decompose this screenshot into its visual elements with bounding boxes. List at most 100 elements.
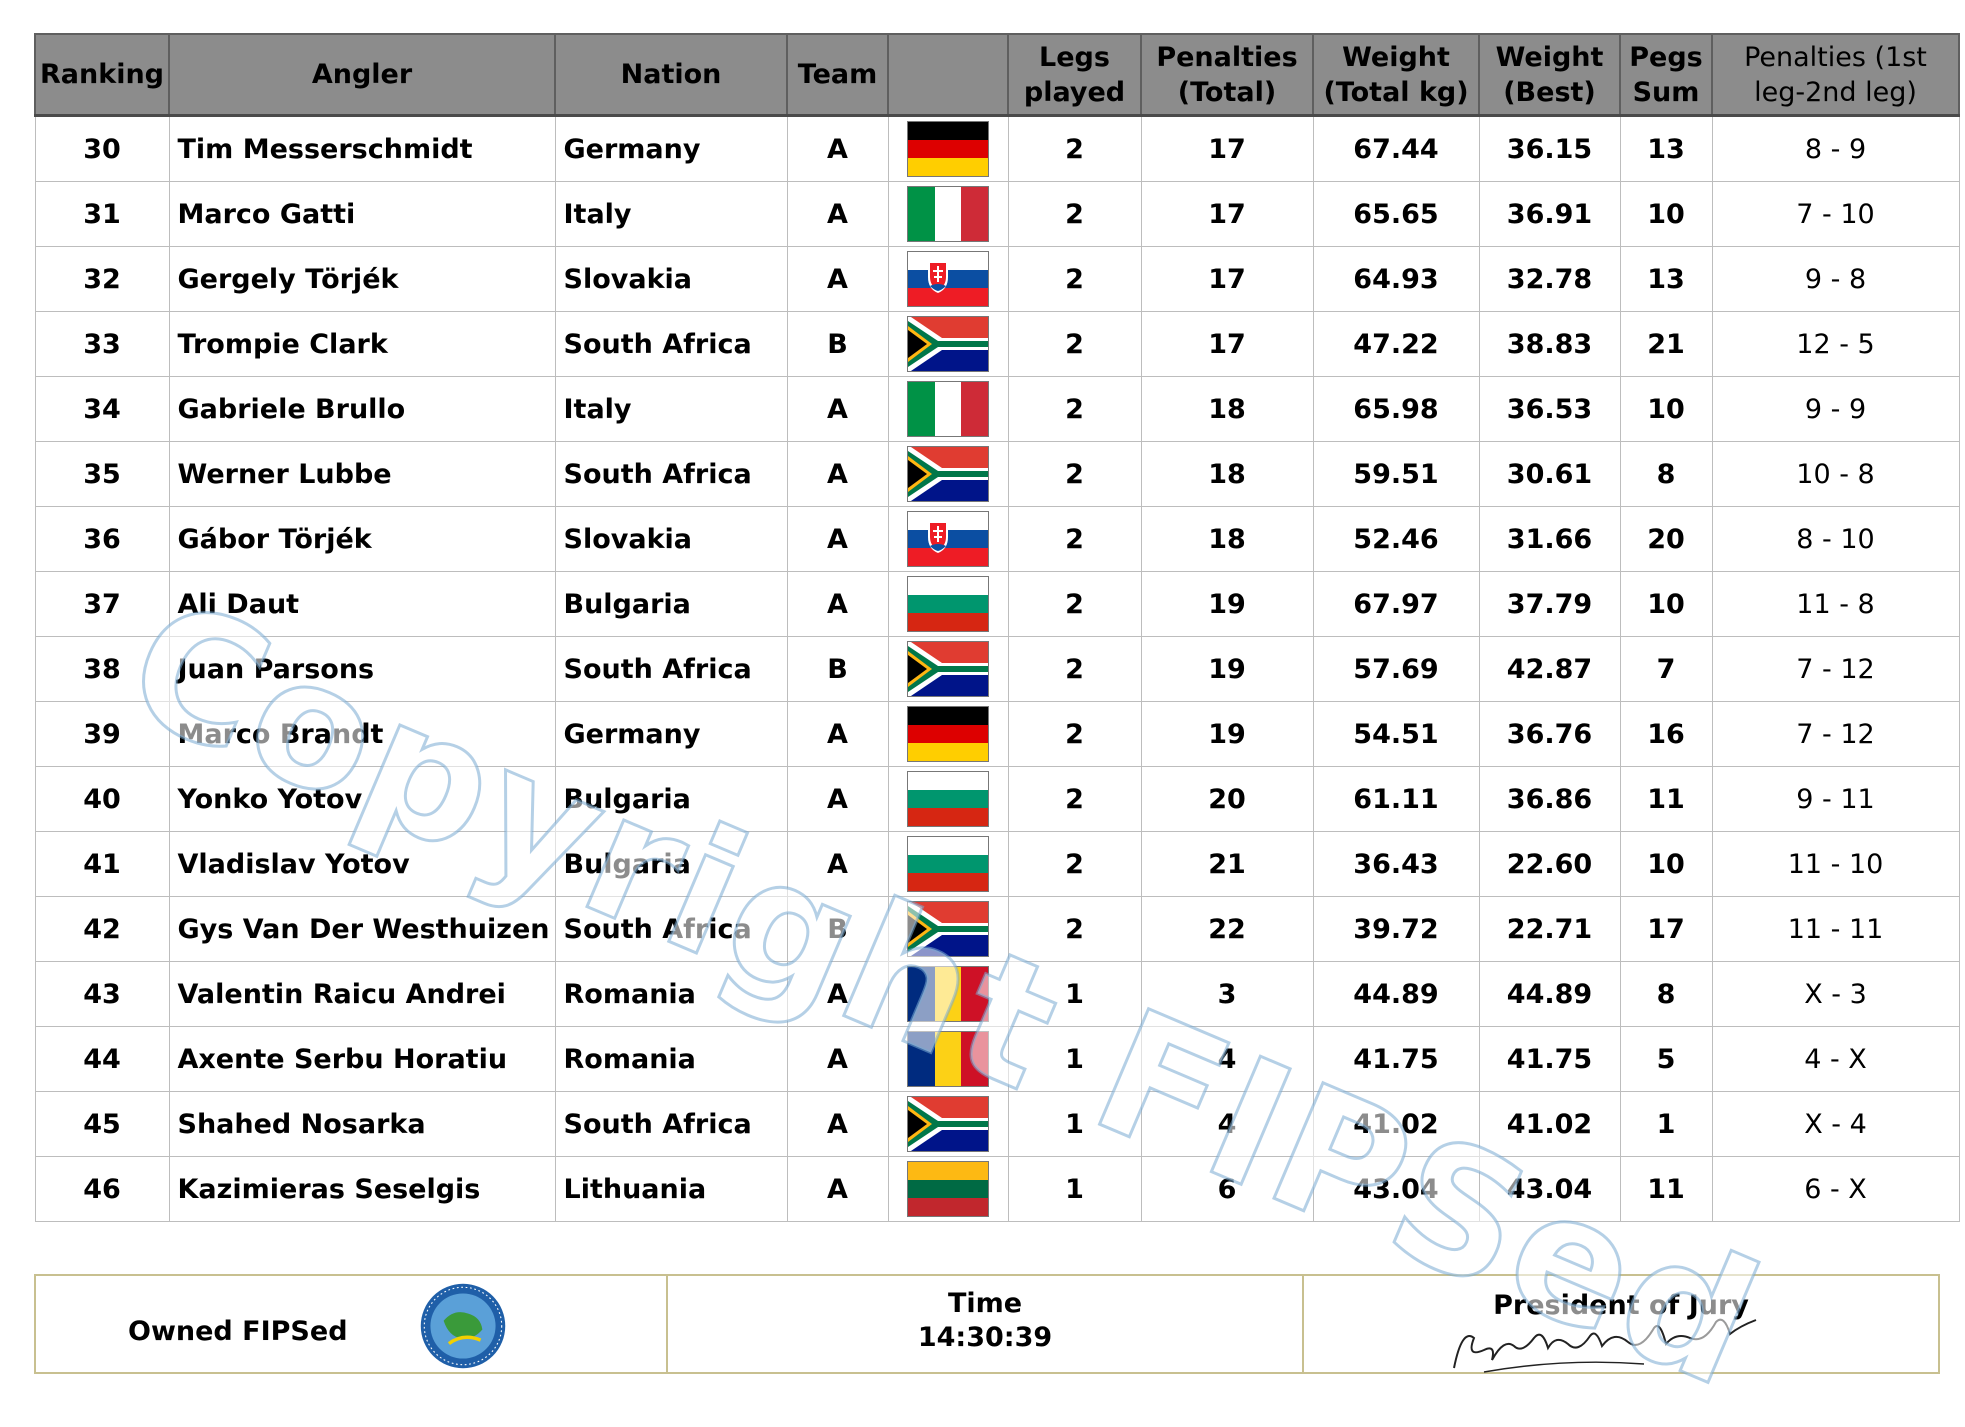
penalties-split-cell: 7 - 12 [1711,701,1960,767]
penalties-total-cell: 18 [1140,376,1314,442]
pegs-sum-cell: 10 [1619,181,1713,247]
weight-best-cell: 41.02 [1478,1091,1621,1157]
president-of-jury-label: President of Jury [1493,1290,1749,1321]
penalties-split-cell: 10 - 8 [1711,441,1960,507]
nation-cell: South Africa [554,636,788,702]
legs-played-cell: 1 [1007,1091,1142,1157]
signature-icon [1453,1318,1757,1373]
table-row: 32 Gergely Törjék Slovakia A 2 17 64.93 32.78 13… [34,246,1960,312]
weight-best-cell: 22.71 [1478,896,1621,962]
header-penalties-split: Penalties (1st leg-2nd leg) [1711,33,1960,117]
header-row: Ranking Angler Nation Team Legs played P… [34,33,1960,117]
romania-flag-icon [907,1031,989,1087]
table-row: 43 Valentin Raicu Andrei Romania A 1 3 44.89 44… [34,961,1960,1027]
flag-cell [887,246,1009,312]
flag-cell [887,1026,1009,1092]
penalties-total-cell: 17 [1140,246,1314,312]
penalties-split-cell: X - 3 [1711,961,1960,1027]
slovakia-flag-icon [907,511,989,567]
penalties-total-cell: 22 [1140,896,1314,962]
angler-cell: Valentin Raicu Andrei [168,961,556,1027]
ranking-table: Ranking Angler Nation Team Legs played P… [34,33,1960,1222]
legs-played-cell: 2 [1007,181,1142,247]
table-row: 35 Werner Lubbe South Africa A 2 18 59.51 30.61… [34,441,1960,507]
pegs-sum-cell: 20 [1619,506,1713,572]
angler-cell: Axente Serbu Horatiu [168,1026,556,1092]
lithuania-flag-icon [907,1161,989,1217]
weight-best-cell: 37.79 [1478,571,1621,637]
ranking-cell: 44 [34,1026,170,1092]
weight-total-cell: 57.69 [1312,636,1480,702]
ranking-cell: 45 [34,1091,170,1157]
penalties-total-cell: 18 [1140,506,1314,572]
ranking-cell: 42 [34,896,170,962]
ranking-cell: 35 [34,441,170,507]
legs-played-cell: 2 [1007,376,1142,442]
weight-best-cell: 38.83 [1478,311,1621,377]
south-africa-flag-icon [907,901,989,957]
germany-flag-icon [907,706,989,762]
pegs-sum-cell: 10 [1619,571,1713,637]
table-row: 42 Gys Van Der Westhuizen South Africa B 2 22… [34,896,1960,962]
table-row: 45 Shahed Nosarka South Africa A 1 4 41.02 41.0… [34,1091,1960,1157]
ranking-cell: 33 [34,311,170,377]
flag-cell [887,1091,1009,1157]
ranking-cell: 34 [34,376,170,442]
weight-best-cell: 36.76 [1478,701,1621,767]
team-cell: A [786,571,889,637]
flag-cell [887,114,1009,182]
nation-cell: Italy [554,376,788,442]
ranking-cell: 39 [34,701,170,767]
header-penalties-total: Penalties (Total) [1140,33,1314,117]
header-angler: Angler [168,33,556,117]
team-cell: A [786,701,889,767]
team-cell: B [786,636,889,702]
legs-played-cell: 2 [1007,701,1142,767]
weight-best-cell: 36.91 [1478,181,1621,247]
weight-best-cell: 36.15 [1478,114,1621,182]
ranking-cell: 32 [34,246,170,312]
flag-cell [887,506,1009,572]
legs-played-cell: 2 [1007,246,1142,312]
flag-cell [887,636,1009,702]
penalties-total-cell: 17 [1140,181,1314,247]
penalties-split-cell: 11 - 8 [1711,571,1960,637]
pegs-sum-cell: 21 [1619,311,1713,377]
penalties-split-cell: X - 4 [1711,1091,1960,1157]
header-pegs-sum: Pegs Sum [1619,33,1713,117]
nation-cell: Slovakia [554,246,788,312]
pegs-sum-cell: 8 [1619,961,1713,1027]
legs-played-cell: 2 [1007,636,1142,702]
nation-cell: South Africa [554,441,788,507]
penalties-split-cell: 7 - 10 [1711,181,1960,247]
bulgaria-flag-icon [907,771,989,827]
team-cell: A [786,961,889,1027]
ranking-cell: 38 [34,636,170,702]
pegs-sum-cell: 17 [1619,896,1713,962]
header-ranking: Ranking [34,33,170,117]
ranking-cell: 37 [34,571,170,637]
pegs-sum-cell: 11 [1619,1156,1713,1222]
weight-total-cell: 54.51 [1312,701,1480,767]
nation-cell: Germany [554,114,788,182]
team-cell: A [786,766,889,832]
penalties-split-cell: 9 - 11 [1711,766,1960,832]
weight-best-cell: 36.53 [1478,376,1621,442]
table-row: 37 Ali Daut Bulgaria A 2 19 67.97 37.79 10 11 - 8 [34,571,1960,637]
legs-played-cell: 2 [1007,766,1142,832]
table-row: 33 Trompie Clark South Africa B 2 17 47.22 38.8… [34,311,1960,377]
penalties-total-cell: 4 [1140,1026,1314,1092]
flag-cell [887,896,1009,962]
pegs-sum-cell: 13 [1619,114,1713,182]
footer-jury-cell: President of Jury [1304,1276,1938,1373]
flag-cell [887,181,1009,247]
penalties-split-cell: 6 - X [1711,1156,1960,1222]
pegs-sum-cell: 11 [1619,766,1713,832]
table-body: 30 Tim Messerschmidt Germany A 2 17 67.44 36.15… [34,114,1960,1222]
flag-cell [887,961,1009,1027]
angler-cell: Marco Brandt [168,701,556,767]
owned-by-label: Owned FIPSed [128,1316,348,1347]
legs-played-cell: 2 [1007,114,1142,182]
weight-best-cell: 32.78 [1478,246,1621,312]
penalties-total-cell: 4 [1140,1091,1314,1157]
